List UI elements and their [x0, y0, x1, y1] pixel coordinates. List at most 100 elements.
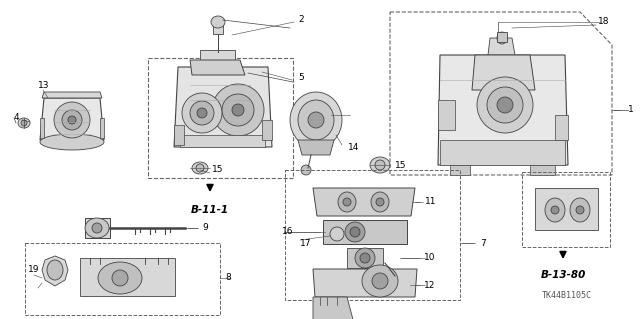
Polygon shape: [100, 118, 104, 138]
Ellipse shape: [62, 110, 82, 130]
Ellipse shape: [551, 206, 559, 214]
Text: TK44B1105C: TK44B1105C: [542, 291, 592, 300]
Polygon shape: [438, 55, 568, 165]
Polygon shape: [174, 125, 184, 145]
Bar: [148, 58, 293, 178]
Ellipse shape: [375, 160, 385, 170]
Ellipse shape: [222, 94, 254, 126]
Polygon shape: [472, 55, 535, 90]
Polygon shape: [85, 218, 110, 238]
Polygon shape: [438, 100, 455, 130]
Ellipse shape: [290, 92, 342, 148]
Ellipse shape: [54, 102, 90, 138]
Polygon shape: [488, 38, 515, 55]
Ellipse shape: [376, 198, 384, 206]
Polygon shape: [200, 50, 235, 67]
Polygon shape: [213, 24, 223, 34]
Polygon shape: [323, 220, 407, 244]
Polygon shape: [440, 140, 565, 165]
Text: 18: 18: [598, 18, 609, 26]
Text: 15: 15: [395, 160, 406, 169]
Ellipse shape: [190, 101, 214, 125]
Polygon shape: [313, 188, 415, 216]
Ellipse shape: [301, 165, 311, 175]
Polygon shape: [80, 258, 175, 296]
Ellipse shape: [92, 223, 102, 233]
Ellipse shape: [338, 192, 356, 212]
Ellipse shape: [576, 206, 584, 214]
Ellipse shape: [98, 262, 142, 294]
Bar: [25, 243, 220, 315]
Polygon shape: [347, 248, 383, 268]
Ellipse shape: [68, 116, 76, 124]
Ellipse shape: [18, 118, 30, 128]
Ellipse shape: [570, 198, 590, 222]
Ellipse shape: [308, 112, 324, 128]
Polygon shape: [450, 165, 470, 175]
Ellipse shape: [345, 222, 365, 242]
Bar: [285, 170, 460, 300]
Text: B-11-1: B-11-1: [191, 205, 229, 215]
Text: 19: 19: [28, 265, 40, 275]
Ellipse shape: [392, 273, 402, 283]
Text: 8: 8: [225, 273, 231, 283]
Ellipse shape: [85, 218, 109, 238]
Polygon shape: [42, 256, 68, 286]
Ellipse shape: [477, 77, 533, 133]
Ellipse shape: [197, 108, 207, 118]
Ellipse shape: [40, 134, 104, 150]
Text: 5: 5: [298, 73, 304, 83]
Polygon shape: [262, 120, 272, 140]
Text: 12: 12: [424, 280, 435, 290]
Polygon shape: [298, 140, 334, 155]
Ellipse shape: [497, 32, 507, 44]
Polygon shape: [208, 52, 228, 67]
Polygon shape: [190, 60, 245, 75]
Ellipse shape: [211, 16, 225, 28]
Polygon shape: [497, 32, 507, 42]
Text: 13: 13: [38, 81, 49, 91]
Ellipse shape: [232, 104, 244, 116]
Polygon shape: [555, 115, 568, 140]
Polygon shape: [313, 269, 417, 297]
Bar: [522, 172, 610, 247]
Text: 15: 15: [212, 166, 223, 174]
Ellipse shape: [370, 157, 390, 173]
Ellipse shape: [487, 87, 523, 123]
Text: 14: 14: [348, 144, 360, 152]
Text: 2: 2: [298, 16, 303, 25]
Ellipse shape: [112, 270, 128, 286]
Ellipse shape: [497, 97, 513, 113]
Ellipse shape: [343, 198, 351, 206]
Polygon shape: [180, 135, 265, 147]
Ellipse shape: [360, 253, 370, 263]
Polygon shape: [530, 165, 555, 175]
Text: 1: 1: [628, 106, 634, 115]
Ellipse shape: [371, 192, 389, 212]
Ellipse shape: [362, 265, 398, 297]
Polygon shape: [313, 297, 355, 319]
Polygon shape: [40, 118, 44, 138]
Text: 9: 9: [202, 224, 208, 233]
Ellipse shape: [545, 198, 565, 222]
Text: 4: 4: [14, 114, 20, 122]
Text: 16: 16: [282, 227, 294, 236]
Ellipse shape: [350, 227, 360, 237]
Polygon shape: [174, 67, 272, 147]
Ellipse shape: [372, 273, 388, 289]
Ellipse shape: [192, 162, 208, 174]
Text: 10: 10: [424, 254, 435, 263]
Ellipse shape: [196, 164, 204, 172]
Ellipse shape: [212, 84, 264, 136]
Text: 7: 7: [480, 239, 486, 248]
Ellipse shape: [298, 100, 334, 140]
Ellipse shape: [355, 248, 375, 268]
Ellipse shape: [182, 93, 222, 133]
Ellipse shape: [47, 260, 63, 280]
Ellipse shape: [21, 120, 27, 126]
Polygon shape: [40, 98, 104, 140]
Ellipse shape: [330, 227, 344, 241]
Text: 11: 11: [425, 197, 436, 206]
Text: B-13-80: B-13-80: [540, 270, 586, 280]
Text: 17: 17: [300, 240, 312, 249]
